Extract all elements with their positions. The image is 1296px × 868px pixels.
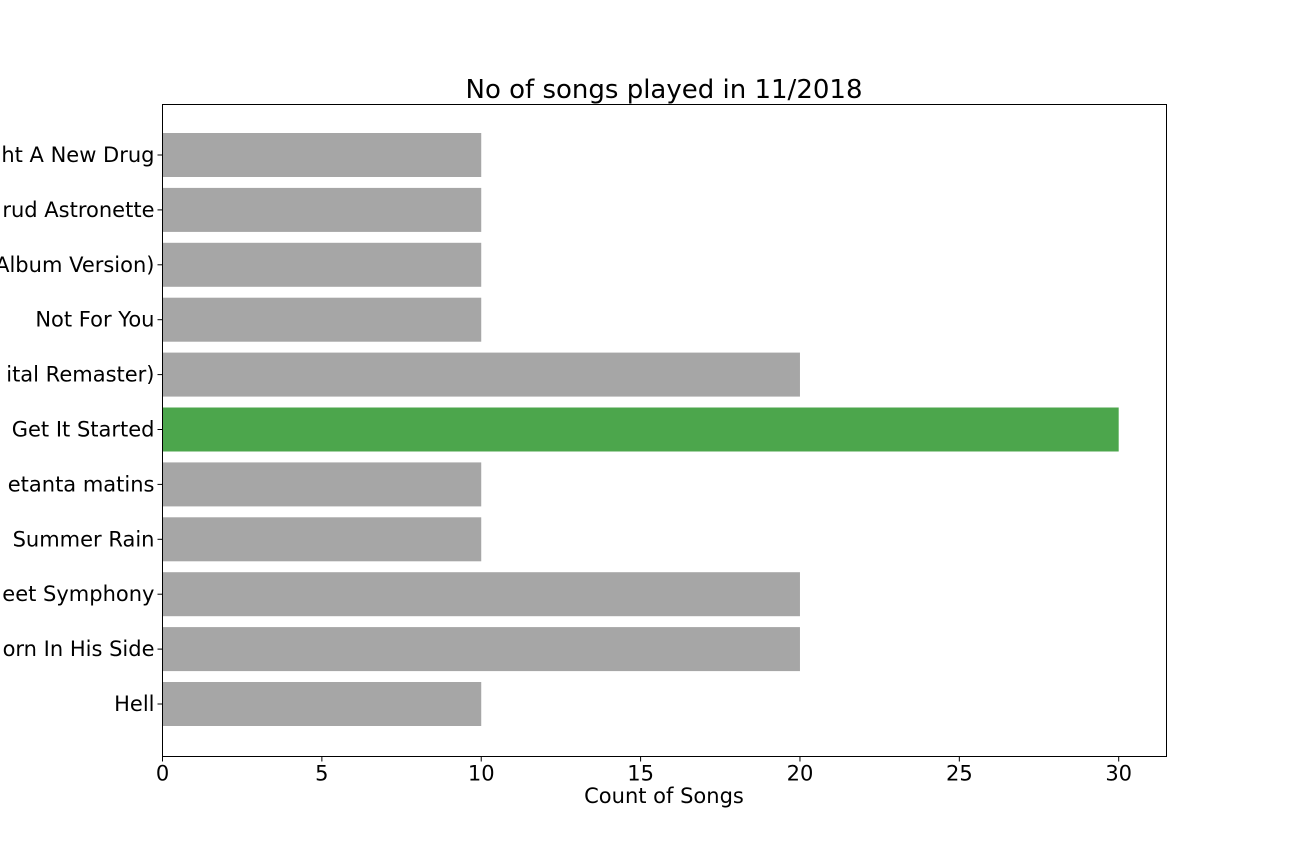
y-tick-label: Hell [114,692,154,716]
bar [162,462,482,507]
bar [162,572,800,617]
bar [162,407,1119,452]
y-tick-label: orn In His Side [3,637,155,661]
bar [162,133,482,177]
x-tick-label: 20 [787,762,814,786]
plot-frame [162,104,1167,757]
x-tick-label: 25 [946,762,973,786]
x-tick-label: 10 [468,762,495,786]
bars-layer [162,133,1119,726]
y-tick-label: Album Version) [0,253,155,277]
y-tick-label: eet Symphony [2,582,154,606]
chart-title: No of songs played in 11/2018 [466,75,863,105]
y-tick-label: Summer Rain [13,527,155,551]
y-tick-label: ht A New Drug [1,143,154,167]
bar [162,242,482,287]
bar [162,627,800,672]
y-axis: ht A New Drug rud Astronette Album Version… [0,143,163,716]
bar [162,187,482,232]
x-tick-label: 0 [156,762,169,786]
y-tick-label: etanta matins [8,472,155,496]
y-tick-label: rud Astronette [2,198,154,222]
x-tick-label: 15 [627,762,654,786]
x-tick-label: 5 [315,762,328,786]
y-tick-label: Get It Started [12,418,155,442]
bar [162,517,482,562]
y-tick-label: Not For You [35,308,154,332]
bar [162,297,482,342]
y-tick-label: ital Remaster) [6,363,154,387]
bar [162,352,800,397]
x-axis: 0 5 10 15 20 25 30 [156,756,1132,786]
bar [162,682,482,726]
x-axis-label: Count of Songs [584,784,744,808]
x-tick-label: 30 [1105,762,1132,786]
